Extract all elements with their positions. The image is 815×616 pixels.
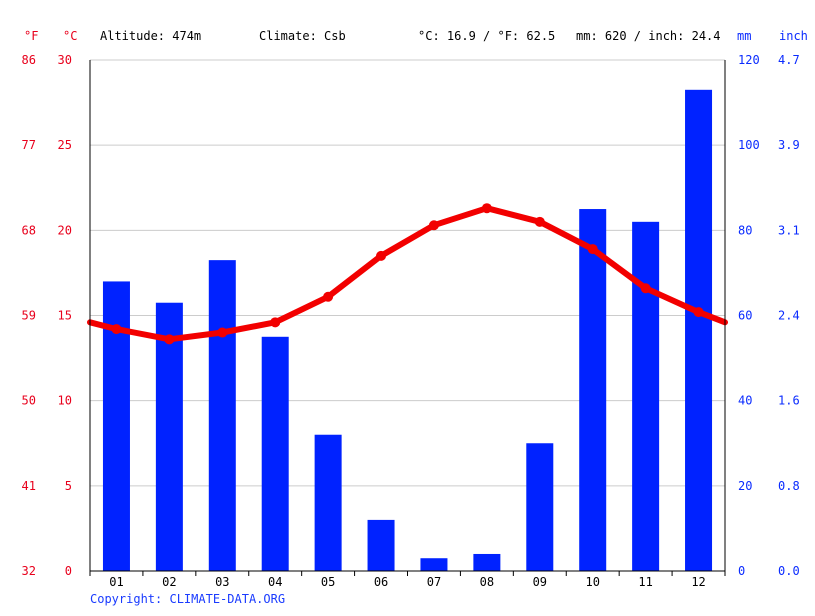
grid-lines: [90, 59, 725, 487]
precipitation-bar: [685, 89, 713, 571]
temperature-point: [640, 283, 651, 294]
temperature-point: [587, 244, 598, 255]
temperature-point: [164, 334, 175, 345]
celsius-tick-label: 20: [58, 223, 72, 237]
month-label: 12: [691, 575, 705, 589]
month-label: 03: [215, 575, 229, 589]
month-label: 11: [638, 575, 652, 589]
month-label: 04: [268, 575, 282, 589]
precipitation-bar: [367, 519, 395, 571]
fahrenheit-tick-label: 77: [22, 138, 36, 152]
temperature-point: [323, 291, 334, 302]
precipitation-bar: [420, 558, 448, 571]
inch-tick-label: 3.9: [778, 138, 800, 152]
mm-tick-label: 40: [738, 394, 752, 408]
precipitation-bar: [579, 209, 607, 571]
celsius-tick-label: 15: [58, 309, 72, 323]
precipitation-bar: [261, 336, 289, 571]
temperature-point: [217, 327, 228, 338]
mm-unit-label: mm: [737, 29, 751, 43]
celsius-tick-label: 10: [58, 394, 72, 408]
inch-tick-label: 0.8: [778, 479, 800, 493]
temperature-point: [693, 307, 704, 318]
mm-tick-label: 100: [738, 138, 760, 152]
precipitation-bar: [314, 434, 342, 571]
month-label: 06: [374, 575, 388, 589]
precipitation-bar: [526, 443, 554, 571]
mm-tick-label: 0: [738, 564, 745, 578]
inch-unit-label: inch: [779, 29, 808, 43]
temperature-point: [376, 250, 387, 261]
celsius-tick-label: 5: [65, 479, 72, 493]
altitude-label: Altitude: 474m: [100, 29, 201, 43]
precipitation-bars: [102, 89, 713, 572]
axes: [89, 60, 726, 576]
precipitation-bar: [155, 302, 183, 571]
temperature-point: [111, 324, 122, 335]
inch-tick-label: 4.7: [778, 53, 800, 67]
mm-tick-label: 60: [738, 309, 752, 323]
average-temperature-label: °C: 16.9 / °F: 62.5: [418, 29, 555, 43]
fahrenheit-tick-label: 68: [22, 223, 36, 237]
celsius-tick-label: 0: [65, 564, 72, 578]
precipitation-bar: [632, 221, 660, 572]
celsius-tick-label: 30: [58, 53, 72, 67]
fahrenheit-tick-label: 50: [22, 394, 36, 408]
month-label: 05: [321, 575, 335, 589]
fahrenheit-tick-label: 41: [22, 479, 36, 493]
temperature-point: [428, 220, 439, 231]
month-label: 08: [480, 575, 494, 589]
temperature-line: [87, 203, 728, 345]
fahrenheit-tick-label: 32: [22, 564, 36, 578]
fahrenheit-unit-label: °F: [24, 29, 38, 43]
temperature-point: [481, 203, 492, 214]
precipitation-bar: [473, 553, 501, 571]
tick-labels: 32 0 0 0.0 41 5 20 0.8 50 10 40 1.6 59 15 60 2.4 68 20 80 3…: [22, 53, 800, 589]
mm-tick-label: 120: [738, 53, 760, 67]
celsius-unit-label: °C: [63, 29, 77, 43]
precipitation-bar: [208, 260, 236, 571]
month-label: 01: [109, 575, 123, 589]
temperature-point: [270, 317, 281, 328]
celsius-tick-label: 25: [58, 138, 72, 152]
copyright-link[interactable]: Copyright: CLIMATE-DATA.ORG: [90, 592, 285, 606]
inch-tick-label: 0.0: [778, 564, 800, 578]
inch-tick-label: 1.6: [778, 394, 800, 408]
total-precipitation-label: mm: 620 / inch: 24.4: [576, 29, 721, 43]
climate-label: Climate: Csb: [259, 29, 346, 43]
month-label: 02: [162, 575, 176, 589]
mm-tick-label: 20: [738, 479, 752, 493]
mm-tick-label: 80: [738, 223, 752, 237]
fahrenheit-tick-label: 86: [22, 53, 36, 67]
month-label: 10: [585, 575, 599, 589]
fahrenheit-tick-label: 59: [22, 309, 36, 323]
temperature-line-path: [87, 205, 728, 343]
month-label: 07: [427, 575, 441, 589]
month-label: 09: [533, 575, 547, 589]
temperature-point: [534, 216, 545, 227]
inch-tick-label: 3.1: [778, 223, 800, 237]
inch-tick-label: 2.4: [778, 309, 800, 323]
